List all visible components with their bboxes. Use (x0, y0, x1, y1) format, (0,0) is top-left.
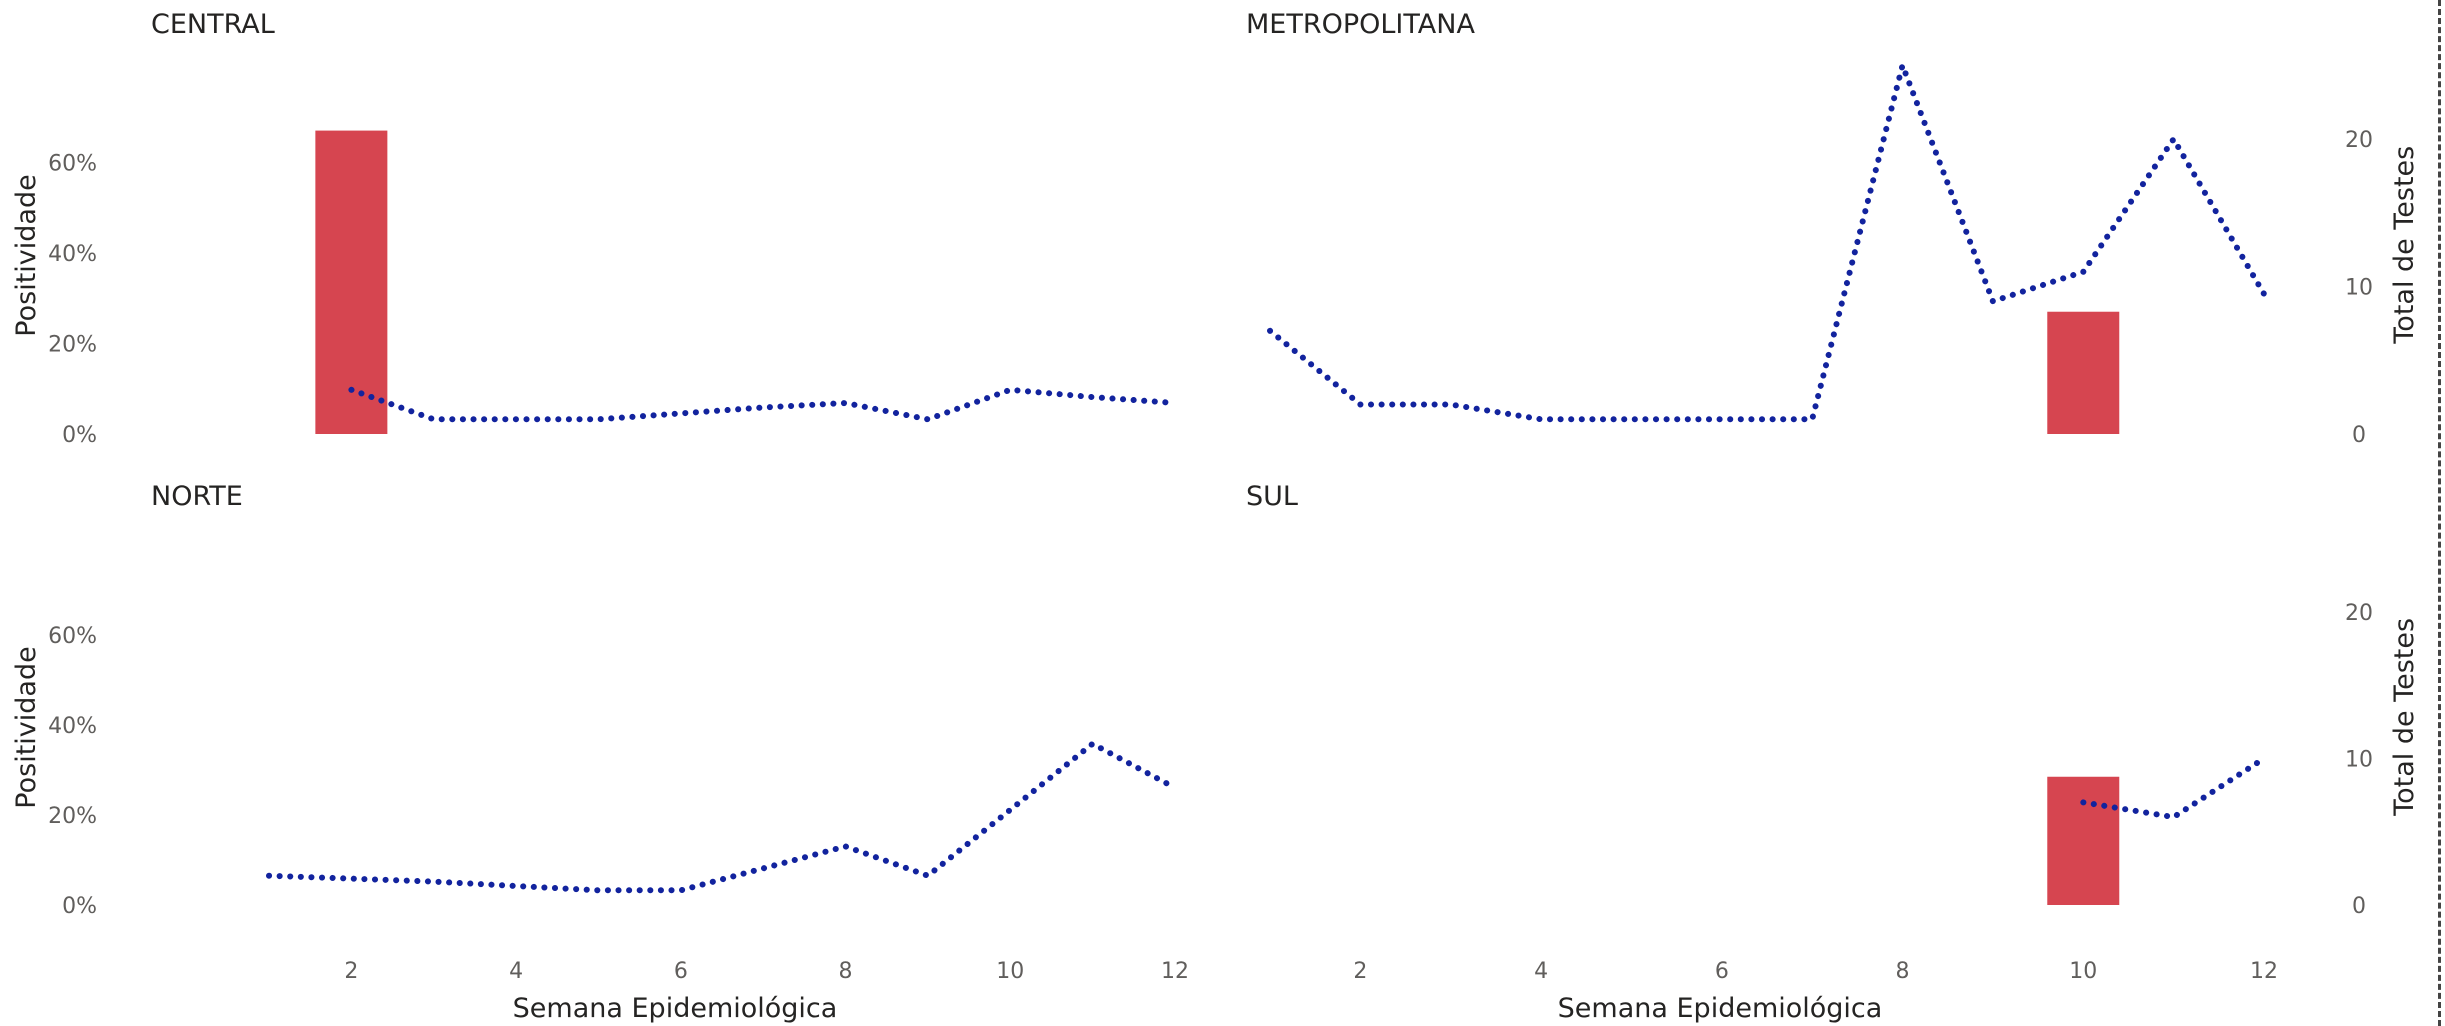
y-right-tick: 10 (2345, 276, 2373, 301)
x-tick: 12 (2250, 959, 2278, 984)
y-right-axis-label: Total de Testes (2389, 618, 2420, 817)
x-axis-label: Semana Epidemiológica (513, 993, 838, 1024)
frame-edge (2438, 0, 2441, 1026)
y-right-tick: 0 (2352, 894, 2366, 919)
y-right-tick: 10 (2345, 747, 2373, 772)
x-tick: 8 (839, 959, 853, 984)
y-left-axis-label: Positividade (11, 174, 42, 336)
y-left-tick: 60% (48, 151, 97, 176)
bar (315, 130, 388, 435)
y-left-tick: 40% (48, 714, 97, 739)
bar (2047, 311, 2120, 434)
panel-title: CENTRAL (151, 9, 275, 40)
y-left-tick: 0% (62, 423, 97, 448)
y-right-tick: 20 (2345, 601, 2373, 626)
bar (2047, 776, 2120, 905)
x-tick: 6 (1715, 959, 1729, 984)
y-left-tick: 60% (48, 624, 97, 649)
y-right-tick: 20 (2345, 128, 2373, 153)
y-right-axis-label: Total de Testes (2389, 146, 2420, 345)
line-series (1267, 62, 2267, 423)
panel-title: SUL (1246, 481, 1298, 512)
x-tick: 10 (996, 959, 1024, 984)
x-tick: 2 (344, 959, 358, 984)
y-left-tick: 40% (48, 242, 97, 267)
y-left-tick: 20% (48, 804, 97, 829)
line-series (348, 386, 1178, 423)
line-series (266, 740, 1178, 894)
x-tick: 4 (1534, 959, 1548, 984)
panel-title: NORTE (151, 481, 243, 512)
x-axis-label: Semana Epidemiológica (1558, 993, 1883, 1024)
line-series (2080, 755, 2267, 821)
y-left-tick: 0% (62, 894, 97, 919)
x-tick: 12 (1161, 959, 1189, 984)
x-tick: 4 (509, 959, 523, 984)
y-left-tick: 20% (48, 332, 97, 357)
x-tick: 6 (674, 959, 688, 984)
x-tick: 2 (1353, 959, 1367, 984)
y-right-tick: 0 (2352, 423, 2366, 448)
y-left-axis-label: Positividade (11, 646, 42, 808)
panel-title: METROPOLITANA (1246, 9, 1475, 40)
x-tick: 8 (1896, 959, 1910, 984)
x-tick: 10 (2069, 959, 2097, 984)
